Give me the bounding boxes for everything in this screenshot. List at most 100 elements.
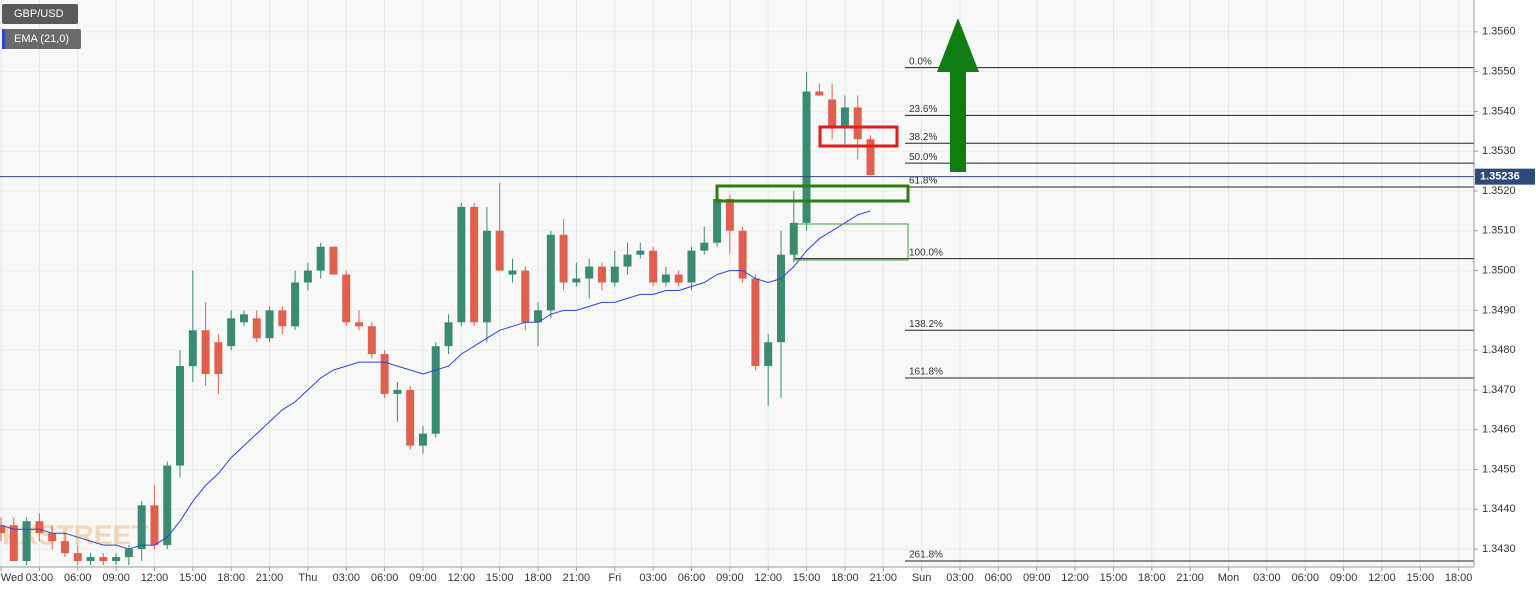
candle-body: [444, 322, 453, 347]
fib-label: 261.8%: [909, 550, 943, 561]
x-tick-label: 09:00: [716, 572, 744, 584]
x-tick-label: 21:00: [1176, 572, 1204, 584]
x-tick-label: 09:00: [1023, 572, 1051, 584]
y-tick-label: 1.3550: [1482, 66, 1516, 78]
x-tick-label: 12:00: [141, 572, 169, 584]
candle-body: [291, 282, 300, 327]
candle-body: [303, 270, 312, 283]
y-tick-label: 1.3560: [1482, 26, 1516, 38]
candle-body: [738, 230, 747, 279]
x-tick-label: 18:00: [1445, 572, 1473, 584]
legend-badge: [2, 29, 81, 49]
x-tick-label: Thu: [298, 572, 317, 584]
x-tick-label: Sun: [912, 572, 932, 584]
candle-body: [636, 250, 645, 255]
candle-body: [853, 107, 862, 140]
x-tick-label: 03:00: [26, 572, 54, 584]
y-tick-label: 1.3480: [1482, 344, 1516, 356]
y-tick-label: 1.3440: [1482, 503, 1516, 515]
axis-background: [1474, 0, 1536, 589]
candle-body: [687, 250, 696, 283]
candle-body: [610, 266, 619, 283]
fib-label: 138.2%: [909, 319, 943, 330]
candle-body: [316, 246, 325, 271]
candle-body: [661, 274, 670, 283]
fib-label: 100.0%: [909, 247, 943, 258]
candle-body: [60, 541, 69, 554]
legend-swatch: [2, 29, 5, 49]
candle-body: [393, 389, 402, 394]
x-tick-label: 03:00: [332, 572, 360, 584]
x-tick-label: 06:00: [985, 572, 1013, 584]
candle-body: [355, 322, 364, 327]
x-tick-label: Mon: [1218, 572, 1239, 584]
candle-body: [48, 533, 57, 542]
axis-background: [0, 567, 1474, 589]
x-tick-label: 15:00: [1407, 572, 1435, 584]
candle-body: [597, 266, 606, 283]
resistance-box: [818, 125, 899, 148]
last-price-label: 1.35236: [1480, 171, 1520, 183]
y-tick-label: 1.3460: [1482, 424, 1516, 436]
candle-body: [22, 521, 31, 562]
x-tick-label: 06:00: [64, 572, 92, 584]
ema-line: [0, 210, 871, 550]
fib-label: 61.8%: [909, 176, 937, 187]
x-tick-label: Fri: [608, 572, 621, 584]
candle-body: [367, 326, 376, 355]
candle-body: [776, 254, 785, 343]
candle-body: [188, 330, 197, 367]
candle-body: [278, 310, 287, 327]
y-tick-label: 1.3430: [1482, 543, 1516, 555]
y-tick-label: 1.3450: [1482, 463, 1516, 475]
y-tick-label: 1.3510: [1482, 225, 1516, 237]
candle-body: [431, 346, 440, 434]
candle-body: [252, 318, 261, 339]
candle-body: [99, 557, 108, 562]
candle-body: [508, 270, 517, 275]
fib-label: 38.2%: [909, 132, 937, 143]
candle-body: [713, 198, 722, 243]
candle-body: [572, 278, 581, 283]
candle-body: [840, 107, 849, 128]
candle-body: [418, 433, 427, 446]
candle-body: [802, 91, 811, 223]
candle-body: [470, 206, 479, 323]
candle-body: [521, 270, 530, 323]
y-tick-label: 1.3500: [1482, 264, 1516, 276]
symbol-label: GBP/USD: [14, 8, 64, 20]
candle-body: [406, 389, 415, 446]
up-arrow: [937, 18, 979, 172]
zone-box: [794, 223, 909, 261]
x-tick-label: 12:00: [754, 572, 782, 584]
candle-body: [649, 250, 658, 283]
candle-body: [866, 139, 875, 176]
legend-label: EMA (21,0): [14, 33, 69, 45]
x-tick-label: 06:00: [678, 572, 706, 584]
candle-body: [86, 557, 95, 562]
y-tick-label: 1.3490: [1482, 304, 1516, 316]
candle-body: [380, 354, 389, 394]
x-tick-label: 09:00: [409, 572, 437, 584]
candle-body: [828, 99, 837, 128]
candle-body: [112, 557, 121, 562]
candle-body: [239, 314, 248, 323]
x-tick-label: 15:00: [793, 572, 821, 584]
x-tick-label: 21:00: [256, 572, 284, 584]
candle-body: [0, 525, 6, 534]
support-box: [715, 184, 910, 203]
x-tick-label: 06:00: [1291, 572, 1319, 584]
x-tick-label: 18:00: [831, 572, 859, 584]
x-tick-label: Wed: [1, 572, 23, 584]
x-tick-label: 03:00: [946, 572, 974, 584]
plot-background: [0, 0, 1474, 567]
candle-body: [201, 330, 210, 375]
candle-body: [546, 234, 555, 311]
x-tick-label: 21:00: [870, 572, 898, 584]
fib-label: 0.0%: [909, 56, 932, 67]
y-tick-label: 1.3470: [1482, 384, 1516, 396]
x-tick-label: 15:00: [179, 572, 207, 584]
y-tick-label: 1.3540: [1482, 105, 1516, 117]
candle-body: [457, 206, 466, 323]
